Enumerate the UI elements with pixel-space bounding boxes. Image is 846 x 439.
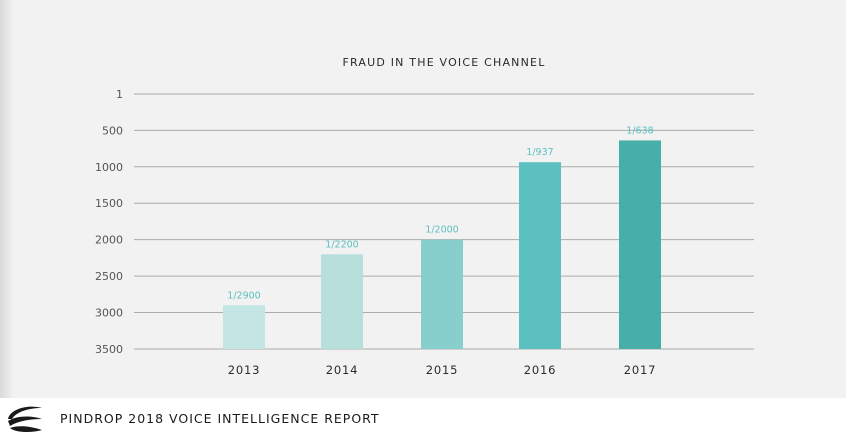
y-tick-label: 3500	[95, 343, 123, 356]
bar-2014	[321, 254, 363, 349]
y-tick-label: 3000	[95, 307, 123, 320]
footer-report-title: PINDROP 2018 VOICE INTELLIGENCE REPORT	[60, 411, 380, 426]
data-label-2016: 1/937	[526, 147, 553, 158]
data-label-2013: 1/2900	[227, 290, 260, 301]
x-tick-label: 2017	[624, 363, 656, 377]
x-tick-label: 2014	[326, 363, 358, 377]
pindrop-logo-icon	[8, 406, 42, 433]
bar-2017	[619, 140, 661, 349]
x-tick-label: 2013	[228, 363, 260, 377]
data-label-2014: 1/2200	[325, 239, 358, 250]
data-label-2015: 1/2000	[425, 225, 458, 236]
x-axis-ticks: 2013 2014 2015 2016 2017	[228, 363, 656, 377]
report-footer: PINDROP 2018 VOICE INTELLIGENCE REPORT	[0, 398, 846, 439]
data-label-2017: 1/638	[626, 125, 653, 136]
panel-edge-shadow	[0, 0, 14, 398]
y-tick-label: 500	[102, 124, 123, 137]
y-tick-label: 2500	[95, 270, 123, 283]
data-labels: 1/2900 1/2200 1/2000 1/937 1/638	[227, 125, 653, 301]
y-tick-label: 1	[116, 88, 123, 101]
bar-2016	[519, 162, 561, 349]
x-tick-label: 2015	[426, 363, 458, 377]
bar-2015	[421, 239, 463, 349]
y-tick-label: 1000	[95, 161, 123, 174]
bars	[223, 140, 661, 349]
bar-2013	[223, 305, 265, 349]
fraud-bar-chart: FRAUD IN THE VOICE CHANNEL 1500100015002…	[95, 56, 754, 377]
y-tick-label: 2000	[95, 234, 123, 247]
chart-title: FRAUD IN THE VOICE CHANNEL	[342, 56, 545, 69]
x-tick-label: 2016	[524, 363, 556, 377]
y-tick-label: 1500	[95, 197, 123, 210]
